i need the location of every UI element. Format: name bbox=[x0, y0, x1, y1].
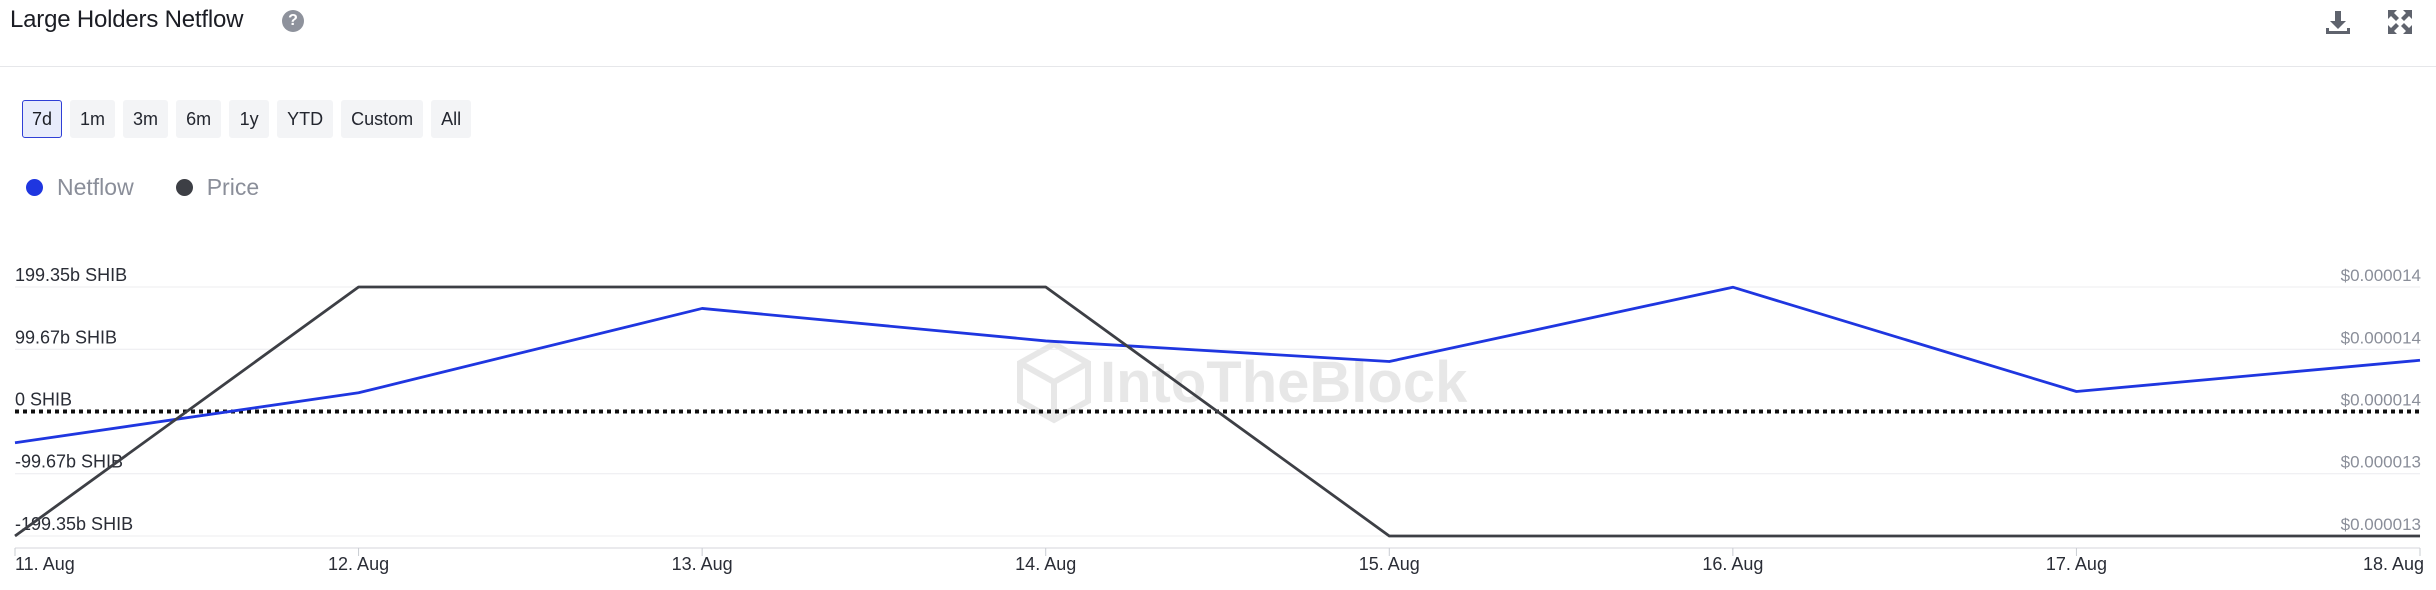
legend-dot-netflow bbox=[26, 179, 43, 196]
legend-item-netflow[interactable]: Netflow bbox=[26, 174, 134, 201]
x-tick-label: 18. Aug bbox=[2363, 554, 2424, 574]
y-right-tick-label: $0.000014 bbox=[2341, 266, 2421, 285]
x-tick-label: 12. Aug bbox=[328, 554, 389, 574]
fullscreen-icon[interactable] bbox=[2384, 6, 2416, 38]
netflow-price-chart: IntoTheBlock -199.35b SHIB $0.000013 -99.67… bbox=[14, 265, 2424, 574]
x-tick-label: 15. Aug bbox=[1359, 554, 1420, 574]
question-circle-icon[interactable]: ? bbox=[282, 10, 304, 32]
legend-dot-price bbox=[175, 179, 193, 196]
y-right-tick-label: $0.000014 bbox=[2341, 328, 2421, 347]
x-tick-label: 13. Aug bbox=[672, 554, 733, 574]
chart-legend: Netflow Price bbox=[26, 174, 259, 201]
legend-item-price[interactable]: Price bbox=[175, 174, 260, 201]
chart-title: Large Holders Netflow bbox=[10, 6, 244, 33]
series-line-price bbox=[14, 285, 2420, 538]
y-left-tick-label: 0 SHIB bbox=[15, 390, 72, 410]
range-button-1y[interactable]: 1y bbox=[229, 100, 270, 138]
range-button-1m[interactable]: 1m bbox=[70, 100, 116, 138]
range-button-6m[interactable]: 6m bbox=[176, 100, 222, 138]
chart-header: Large Holders Netflow ? bbox=[0, 0, 2436, 67]
watermark: IntoTheBlock bbox=[1017, 340, 1468, 424]
y-right-tick-label: $0.000013 bbox=[2341, 453, 2421, 472]
x-tick-label: 16. Aug bbox=[1702, 554, 1763, 574]
range-button-ytd[interactable]: YTD bbox=[277, 100, 334, 138]
y-left-tick-label: -199.35b SHIB bbox=[15, 514, 133, 534]
x-tick-label: 14. Aug bbox=[1015, 554, 1076, 574]
x-tick-label: 17. Aug bbox=[2046, 554, 2107, 574]
y-right-tick-label: $0.000014 bbox=[2341, 391, 2421, 410]
series-line-netflow bbox=[14, 285, 2421, 445]
range-button-all[interactable]: All bbox=[431, 100, 472, 138]
x-tick-label: 11. Aug bbox=[15, 554, 75, 574]
download-icon[interactable] bbox=[2322, 6, 2354, 38]
range-button-custom[interactable]: Custom bbox=[341, 100, 424, 138]
range-button-3m[interactable]: 3m bbox=[123, 100, 169, 138]
y-left-tick-label: 99.67b SHIB bbox=[15, 327, 117, 347]
y-left-tick-label: 199.35b SHIB bbox=[15, 265, 127, 285]
range-button-7d[interactable]: 7d bbox=[22, 100, 63, 138]
legend-label-price: Price bbox=[206, 174, 260, 200]
watermark-text: IntoTheBlock bbox=[1100, 350, 1468, 415]
legend-label-netflow: Netflow bbox=[57, 174, 134, 200]
y-left-tick-label: -99.67b SHIB bbox=[15, 452, 123, 472]
time-range-selector: 7d 1m 3m 6m 1y YTD Custom All bbox=[22, 100, 472, 138]
y-right-tick-label: $0.000013 bbox=[2341, 515, 2421, 534]
